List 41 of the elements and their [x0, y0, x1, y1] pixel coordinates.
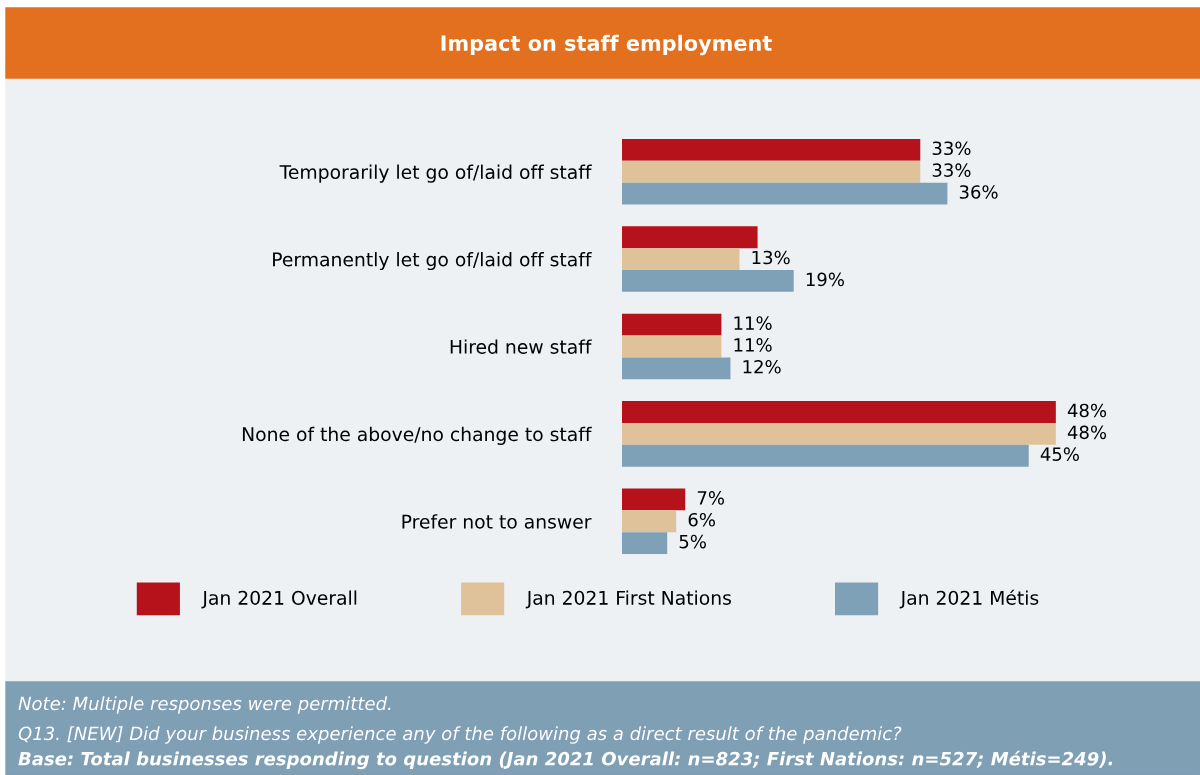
bar	[622, 182, 948, 205]
chart-title: Impact on staff employment	[441, 34, 772, 56]
data-label: 5%	[679, 534, 706, 549]
text: Q13. [NEW] Did your business experience any of the following as a direct result of the pandemic?	[18, 726, 902, 744]
bar	[622, 422, 1056, 445]
y-tick-label: Temporarily let go of/laid off staff	[279, 164, 592, 183]
data-label: 11%	[734, 316, 772, 330]
data-label: 33%	[932, 163, 971, 177]
bar	[622, 532, 668, 555]
legend-label: Jan 2021 Overall	[201, 590, 357, 609]
bar	[622, 138, 921, 161]
text: Note: Multiple responses were permitted.	[18, 696, 391, 714]
y-tick-label: Hired new staff	[450, 339, 592, 354]
data-label: 12%	[743, 359, 781, 374]
bar	[622, 226, 758, 249]
data-label: 13%	[752, 250, 790, 265]
data-label: 6%	[688, 512, 715, 527]
text: Base: Total businesses responding to question (Jan 2021 Overall: n=823; First Nations: n=527; Métis=249).	[18, 750, 1113, 770]
bar	[622, 160, 921, 183]
bar	[622, 335, 722, 358]
y-tick-label: Prefer not to answer	[402, 514, 592, 529]
data-label: 45%	[1040, 447, 1079, 461]
y-tick-label: Permanently let go of/laid off staff	[273, 251, 592, 271]
data-label: 33%	[932, 141, 971, 156]
bar	[622, 444, 1029, 467]
bar	[622, 510, 677, 533]
bar	[622, 401, 1056, 423]
data-label: 48%	[1067, 403, 1107, 418]
legend-label: Jan 2021 Métis	[899, 589, 1039, 609]
bar	[622, 270, 794, 292]
data-label: 19%	[806, 272, 844, 287]
y-tick-label: None of the above/no change to staff	[242, 426, 592, 445]
bar	[622, 357, 731, 380]
bar	[622, 488, 686, 511]
data-label: 7%	[697, 491, 725, 505]
bar	[622, 248, 740, 271]
data-label: 36%	[959, 185, 998, 199]
data-label: 48%	[1067, 425, 1107, 440]
data-label: 11%	[734, 338, 772, 352]
bar	[622, 313, 722, 336]
legend-label: Jan 2021 First Nations	[525, 590, 731, 609]
